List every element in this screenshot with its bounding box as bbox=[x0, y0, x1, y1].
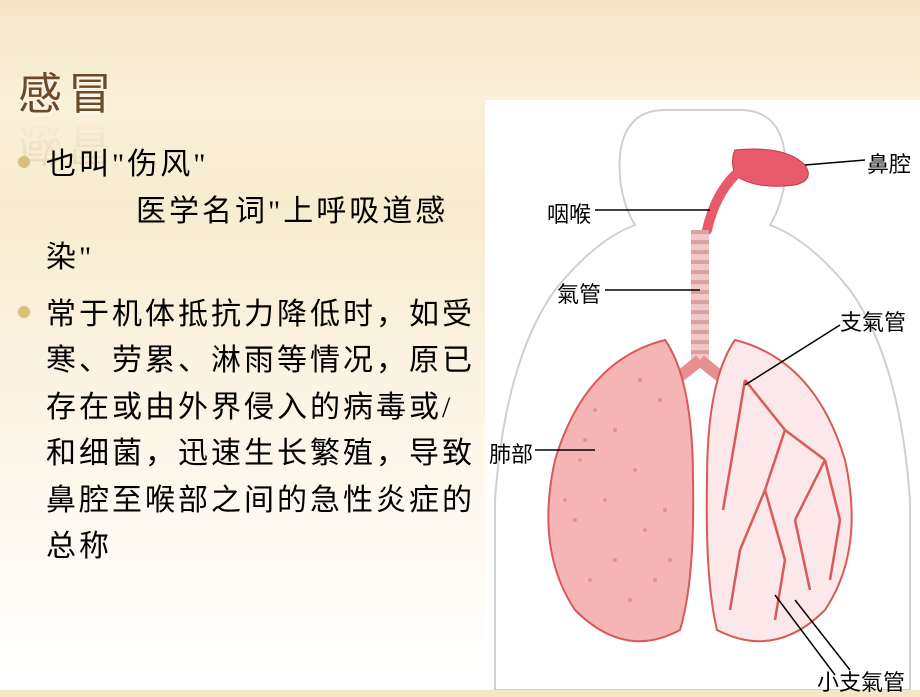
bullet-dot-icon bbox=[18, 306, 30, 318]
bullet-item: 也叫"伤风" 医学名词"上呼吸道感染" bbox=[18, 142, 478, 282]
bullet-text: 常于机体抵抗力降低时，如受寒、劳累、淋雨等情况，原已存在或由外界侵入的病毒或/和… bbox=[46, 292, 478, 571]
slide-title: 感冒 bbox=[18, 58, 118, 122]
bullet-dot-icon bbox=[18, 156, 30, 168]
label-bronchus: 支氣管 bbox=[840, 305, 906, 337]
label-bronchiole: 小支氣管 bbox=[817, 665, 905, 697]
label-lung: 肺部 bbox=[489, 437, 533, 469]
bullet-list: 也叫"伤风" 医学名词"上呼吸道感染" 常于机体抵抗力降低时，如受寒、劳累、淋雨… bbox=[18, 142, 478, 581]
label-pharynx: 咽喉 bbox=[547, 197, 591, 229]
label-nasal: 鼻腔 bbox=[867, 147, 911, 179]
pharynx-tube bbox=[707, 175, 735, 230]
nasal-cavity bbox=[733, 149, 809, 186]
left-lung bbox=[548, 340, 693, 641]
respiratory-diagram: 鼻腔 咽喉 氣管 支氣管 肺部 小支氣管 bbox=[485, 100, 920, 690]
bullet-text: 也叫"伤风" 医学名词"上呼吸道感染" bbox=[46, 142, 478, 282]
bullet-item: 常于机体抵抗力降低时，如受寒、劳累、淋雨等情况，原已存在或由外界侵入的病毒或/和… bbox=[18, 292, 478, 571]
label-trachea: 氣管 bbox=[557, 277, 601, 309]
anatomy-svg bbox=[485, 100, 920, 690]
bullet-line: 也叫"伤风" bbox=[46, 148, 209, 181]
bullet-line-indent: 医学名词"上呼吸道感染" bbox=[46, 189, 478, 282]
